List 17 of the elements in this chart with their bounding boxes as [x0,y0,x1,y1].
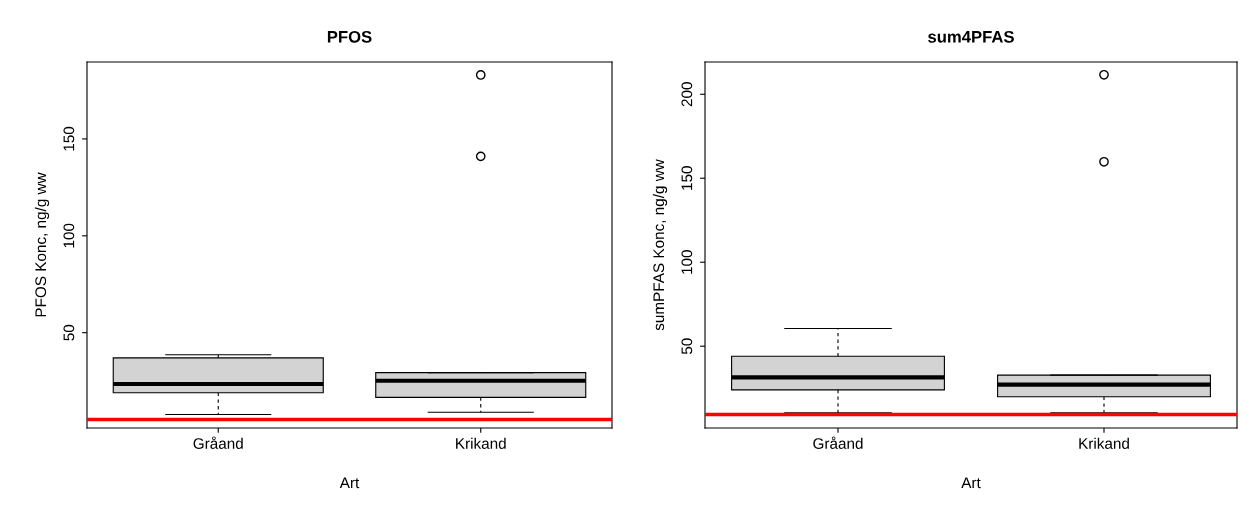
x-tick-label: Krikand [1079,437,1129,449]
y-tick-label: 150 [681,166,693,190]
x-axis-title: Art [339,477,360,489]
chart-title: PFOS [327,30,372,43]
x-tick-label: Gråand [193,436,243,449]
y-tick-label: 200 [681,82,693,107]
y-tick-label: 50 [681,338,693,355]
x-tick-label: Gråand [813,436,863,449]
y-tick-label: 100 [63,223,75,248]
x-tick-label: Krikand [456,437,506,449]
y-axis-title: sumPFAS Konc, ng/g ww [652,159,668,331]
y-tick-label: 150 [63,126,75,151]
y-tick-label: 100 [681,250,693,274]
x-axis-title: Art [961,477,981,489]
y-tick-label: 50 [63,324,75,341]
chart-title: sum4PFAS [928,30,1014,43]
y-axis-title: PFOS Konc, ng/g ww [34,172,50,317]
